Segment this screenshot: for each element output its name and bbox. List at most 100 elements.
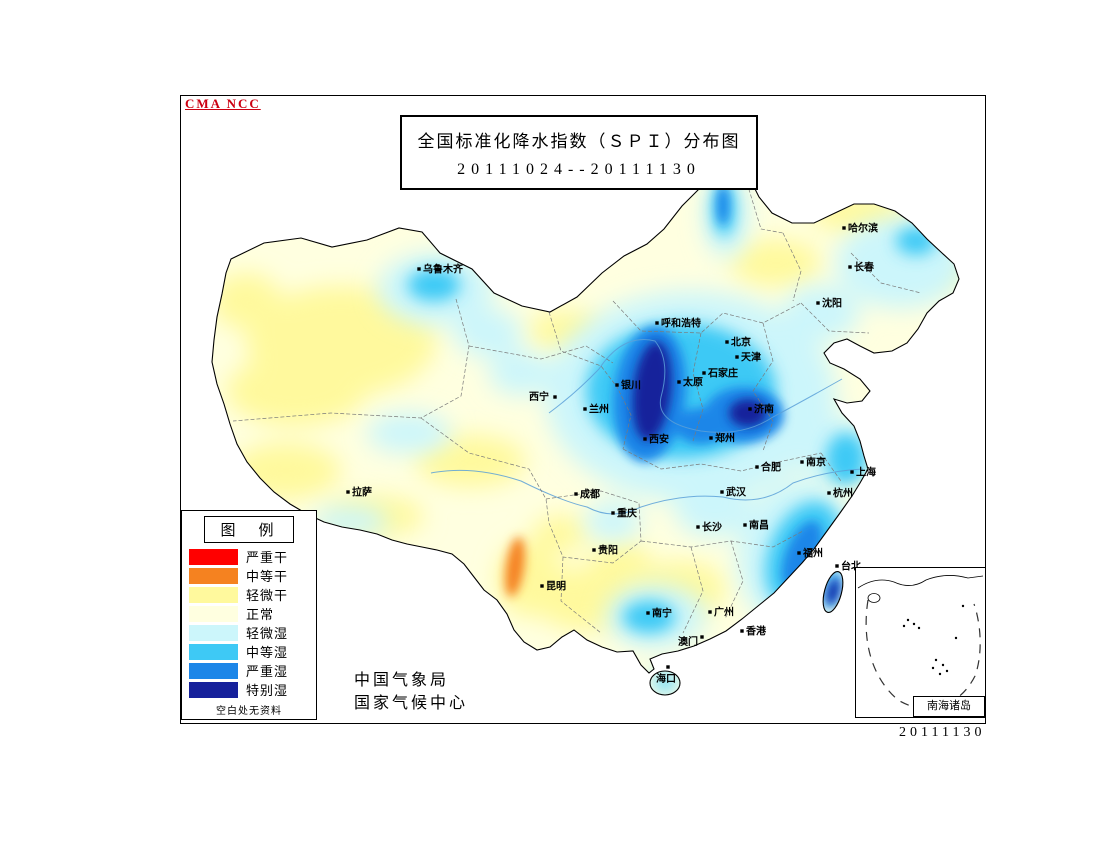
legend-label-slight-dry: 轻微干 — [246, 588, 289, 603]
inset-coastline — [857, 575, 984, 589]
city-label: 澳门 — [678, 635, 698, 648]
legend-row-moderate-dry: 中等干 — [189, 566, 316, 585]
legend-row-slight-dry: 轻微干 — [189, 585, 316, 604]
legend-row-severe-dry: 严重干 — [189, 547, 316, 566]
city-marker — [700, 635, 704, 639]
city-label: 呼和浩特 — [661, 317, 701, 330]
city-label: 南昌 — [749, 519, 769, 532]
city-marker — [583, 407, 587, 411]
city-label: 重庆 — [617, 507, 637, 520]
city-label: 海口 — [656, 672, 676, 685]
city-label: 贵阳 — [598, 544, 618, 557]
city-label: 成都 — [580, 488, 600, 501]
legend-label-severe-wet: 严重湿 — [246, 664, 289, 679]
legend-swatch-moderate-dry — [189, 567, 238, 584]
city-label: 哈尔滨 — [848, 222, 878, 235]
city-label: 拉萨 — [352, 486, 372, 499]
legend-row-severe-wet: 严重湿 — [189, 661, 316, 680]
legend-row-slight-wet: 轻微湿 — [189, 623, 316, 642]
city-label: 上海 — [856, 466, 876, 479]
city-marker — [643, 437, 647, 441]
province-boundaries — [232, 182, 922, 634]
credits-line1: 中国气象局 — [354, 672, 450, 689]
city-marker — [615, 383, 619, 387]
taiwan-outline — [822, 571, 844, 613]
city-marker — [646, 611, 650, 615]
city-marker — [696, 525, 700, 529]
legend-title: 图 例 — [204, 516, 294, 543]
legend-swatch-slight-dry — [189, 586, 238, 603]
city-marker — [346, 490, 350, 494]
city-label: 杭州 — [833, 487, 853, 500]
inset-hainan — [867, 593, 881, 603]
legend-row-normal: 正常 — [189, 604, 316, 623]
date-stamp: 20111130 — [899, 725, 986, 740]
city-marker — [797, 551, 801, 555]
city-label: 太原 — [682, 376, 703, 389]
city-label: 沈阳 — [822, 297, 842, 310]
city-marker — [755, 465, 759, 469]
city-label: 长沙 — [702, 521, 722, 534]
city-marker — [417, 267, 421, 271]
city-marker — [850, 470, 854, 474]
city-marker — [725, 340, 729, 344]
credits: 中国气象局 国家气候中心 — [354, 669, 468, 715]
city-marker — [800, 460, 804, 464]
city-label: 天津 — [741, 351, 761, 364]
legend-swatch-moderate-wet — [189, 643, 238, 660]
legend-swatch-normal — [189, 605, 238, 622]
city-label: 南宁 — [652, 607, 672, 620]
inset-nine-dash-line — [865, 599, 981, 709]
extreme-wet-regions — [632, 341, 839, 605]
city-marker — [816, 301, 820, 305]
moderate-dry-regions — [505, 537, 525, 597]
city-marker — [848, 265, 852, 269]
legend-label-severe-dry: 严重干 — [246, 550, 289, 565]
map-date-range: 20111024--20111130 — [457, 161, 701, 178]
city-label: 福州 — [802, 547, 823, 560]
city-label: 西宁 — [529, 390, 549, 403]
legend-row-moderate-wet: 中等湿 — [189, 642, 316, 661]
legend-row-extreme-wet: 特别湿 — [189, 680, 316, 699]
city-label: 银川 — [621, 379, 641, 392]
city-label: 南京 — [806, 456, 826, 469]
inset-map-svg — [857, 575, 984, 709]
city-label: 武汉 — [726, 486, 747, 499]
city-label: 兰州 — [589, 403, 609, 416]
city-label: 北京 — [731, 336, 751, 349]
city-marker — [677, 380, 681, 384]
legend-swatch-severe-wet — [189, 662, 238, 679]
hainan-outline — [649, 670, 681, 696]
city-marker — [827, 491, 831, 495]
city-label: 广州 — [714, 606, 734, 619]
city-marker — [720, 490, 724, 494]
credits-line2: 国家气候中心 — [354, 695, 469, 712]
city-label: 郑州 — [715, 432, 735, 445]
city-marker — [735, 355, 739, 359]
inset-islands — [902, 604, 965, 676]
south-china-sea-inset: 南海诸岛 — [855, 567, 986, 718]
city-marker — [611, 511, 615, 515]
city-marker — [655, 321, 659, 325]
rivers — [430, 339, 864, 515]
legend-swatch-extreme-wet — [189, 681, 238, 698]
legend-label-moderate-wet: 中等湿 — [246, 645, 289, 660]
city-marker — [702, 371, 706, 375]
city-label: 香港 — [746, 625, 767, 638]
legend-swatch-severe-dry — [189, 548, 238, 565]
city-marker — [666, 665, 670, 669]
city-label: 济南 — [754, 403, 774, 416]
city-marker — [574, 492, 578, 496]
map-title: 全国标准化降水指数（ＳＰＩ）分布图 — [417, 132, 741, 151]
city-marker — [743, 523, 747, 527]
map-frame: 乌鲁木齐 哈尔滨 长春 沈阳 北京 天津 石家庄 太原 呼和浩特 银川 西宁 兰州 西安 郑州 济南 南京 合肥… — [180, 95, 986, 724]
cma-ncc-watermark: CMA NCC — [185, 96, 261, 111]
map-title-box: 全国标准化降水指数（ＳＰＩ）分布图 20111024--20111130 — [400, 115, 758, 190]
city-label: 西安 — [649, 433, 669, 446]
city-marker — [835, 564, 839, 568]
legend-box: 图 例 严重干 中等干 轻微干 正常 轻微湿 — [181, 510, 317, 720]
city-marker — [540, 584, 544, 588]
inset-label: 南海诸岛 — [913, 696, 985, 717]
legend-label-extreme-wet: 特别湿 — [246, 683, 289, 698]
